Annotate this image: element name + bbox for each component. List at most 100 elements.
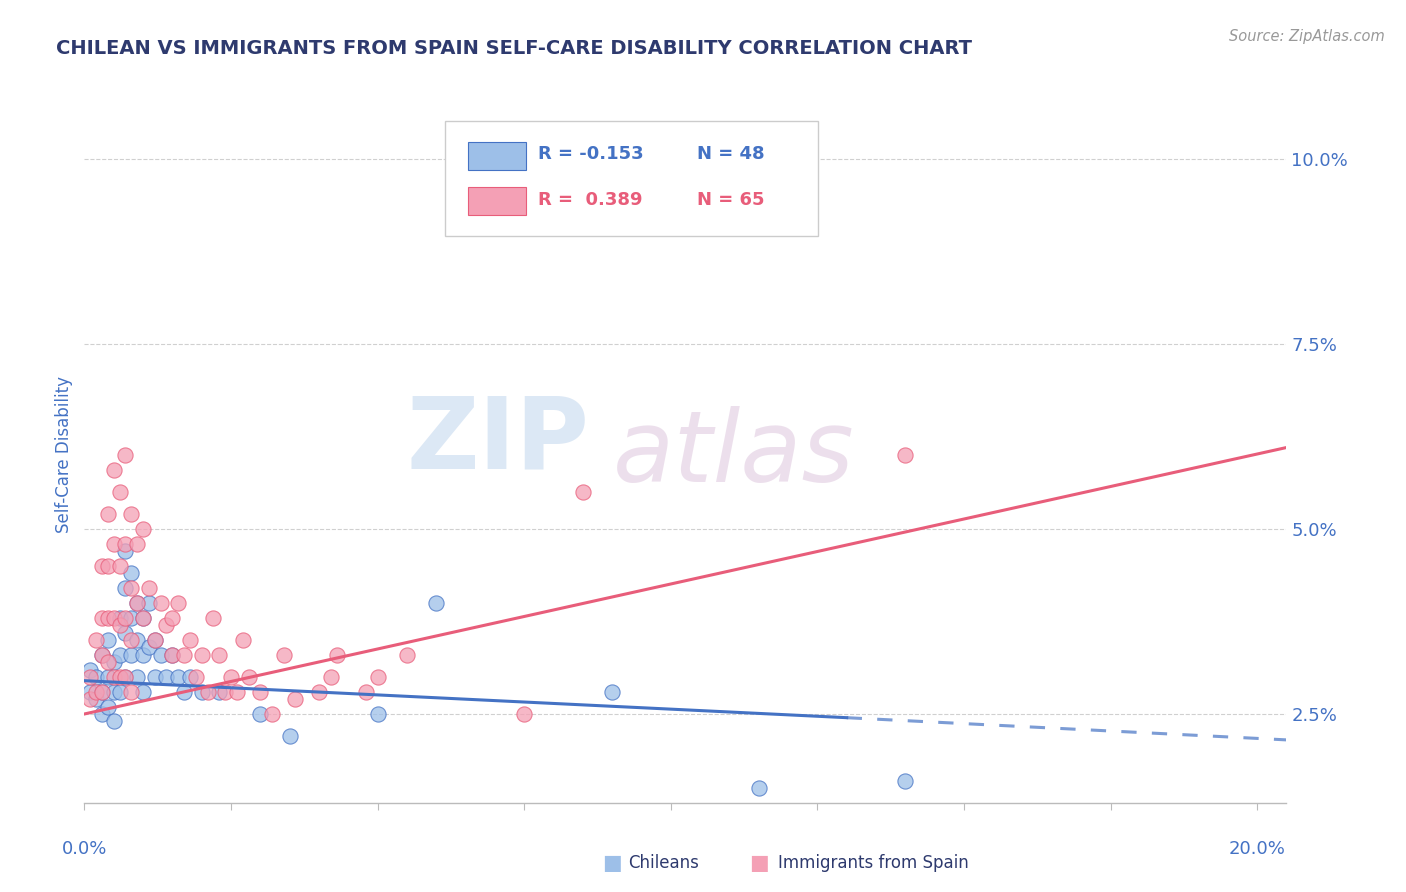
Point — [167, 596, 190, 610]
Point — [91, 648, 114, 662]
FancyBboxPatch shape — [446, 121, 818, 235]
Point — [167, 670, 190, 684]
Point — [108, 558, 131, 573]
Point — [120, 611, 142, 625]
Point — [138, 581, 160, 595]
Point — [120, 566, 142, 581]
Point — [225, 685, 247, 699]
Point — [367, 706, 389, 721]
Point — [238, 670, 260, 684]
Bar — [468, 187, 526, 215]
Point — [97, 670, 120, 684]
Text: Source: ZipAtlas.com: Source: ZipAtlas.com — [1229, 29, 1385, 44]
Point — [513, 706, 536, 721]
Point — [114, 448, 136, 462]
Point — [208, 685, 231, 699]
Text: Immigrants from Spain: Immigrants from Spain — [778, 854, 969, 871]
Point — [108, 670, 131, 684]
Point — [91, 648, 114, 662]
Point — [138, 640, 160, 655]
Point — [114, 581, 136, 595]
Point — [97, 558, 120, 573]
Point — [149, 596, 172, 610]
Text: ZIP: ZIP — [406, 392, 589, 490]
Text: R =  0.389: R = 0.389 — [537, 191, 643, 209]
Text: ■: ■ — [602, 853, 621, 872]
Point — [132, 648, 155, 662]
Point — [97, 632, 120, 647]
Point — [114, 670, 136, 684]
Point — [367, 670, 389, 684]
Point — [162, 611, 184, 625]
Text: R = -0.153: R = -0.153 — [537, 145, 643, 163]
Point — [219, 670, 242, 684]
Point — [114, 611, 136, 625]
Point — [114, 544, 136, 558]
Text: atlas: atlas — [613, 407, 855, 503]
Point — [319, 670, 342, 684]
Point — [120, 648, 142, 662]
Point — [179, 632, 201, 647]
Point — [748, 780, 770, 795]
Point — [127, 632, 149, 647]
Point — [132, 685, 155, 699]
Point — [120, 581, 142, 595]
Point — [127, 537, 149, 551]
Point — [308, 685, 330, 699]
Point — [249, 685, 271, 699]
Point — [103, 463, 125, 477]
Text: ■: ■ — [749, 853, 769, 872]
Point — [120, 507, 142, 521]
Point — [79, 663, 101, 677]
Point — [162, 648, 184, 662]
Point — [132, 611, 155, 625]
Point — [202, 611, 225, 625]
Point — [97, 611, 120, 625]
Point — [273, 648, 295, 662]
Text: N = 65: N = 65 — [697, 191, 765, 209]
Point — [103, 670, 125, 684]
Point — [120, 685, 142, 699]
Y-axis label: Self-Care Disability: Self-Care Disability — [55, 376, 73, 533]
Point — [103, 611, 125, 625]
Point — [630, 189, 652, 203]
Point — [84, 685, 107, 699]
Point — [173, 685, 195, 699]
Point — [179, 670, 201, 684]
Point — [97, 699, 120, 714]
Point — [354, 685, 377, 699]
Point — [325, 648, 347, 662]
Point — [173, 648, 195, 662]
Point — [572, 484, 595, 499]
Point — [103, 655, 125, 669]
Point — [97, 655, 120, 669]
Point — [278, 729, 301, 743]
Text: 20.0%: 20.0% — [1229, 839, 1285, 858]
Point — [108, 484, 131, 499]
Point — [149, 648, 172, 662]
Point — [127, 596, 149, 610]
Point — [84, 632, 107, 647]
Point — [91, 611, 114, 625]
Point — [395, 648, 418, 662]
Point — [600, 685, 623, 699]
Point — [120, 632, 142, 647]
Bar — [468, 142, 526, 169]
Point — [108, 648, 131, 662]
Point — [132, 522, 155, 536]
Point — [208, 648, 231, 662]
Point — [197, 685, 219, 699]
Point — [114, 625, 136, 640]
Point — [114, 537, 136, 551]
Point — [91, 558, 114, 573]
Point — [425, 596, 447, 610]
Point — [249, 706, 271, 721]
Point — [190, 685, 212, 699]
Point — [232, 632, 254, 647]
Point — [108, 611, 131, 625]
Point — [84, 692, 107, 706]
Point — [143, 632, 166, 647]
Text: CHILEAN VS IMMIGRANTS FROM SPAIN SELF-CARE DISABILITY CORRELATION CHART: CHILEAN VS IMMIGRANTS FROM SPAIN SELF-CA… — [56, 39, 972, 58]
Point — [284, 692, 307, 706]
Point — [103, 537, 125, 551]
